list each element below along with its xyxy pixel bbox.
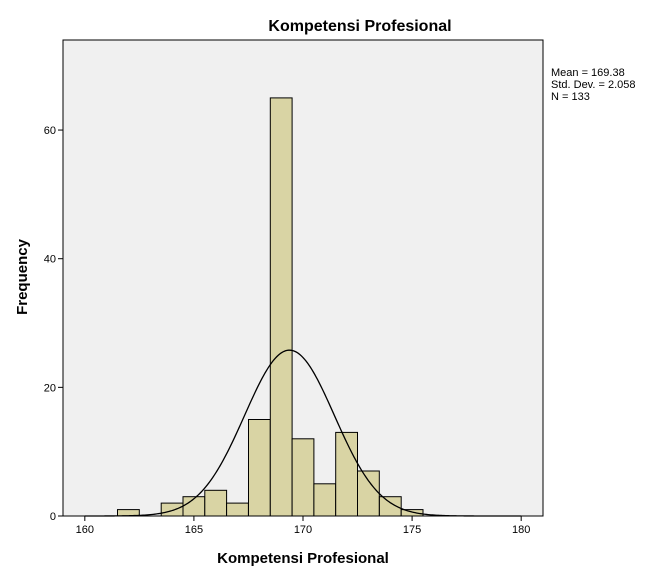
histogram-bar: [400, 509, 424, 517]
x-tick-label: 175: [403, 524, 421, 536]
y-axis-ticks: 0 20 40 60: [44, 125, 63, 523]
x-tick-label: 180: [512, 524, 530, 536]
plot-area: [63, 40, 543, 516]
chart-title: Kompetensi Profesional: [268, 18, 451, 35]
histogram-bar: [269, 97, 293, 517]
y-tick-label: 0: [50, 511, 56, 523]
x-axis-title: Kompetensi Profesional: [217, 550, 389, 566]
stat-std-dev: Std. Dev. = 2.058: [551, 79, 636, 91]
histogram-bar: [357, 470, 380, 517]
histogram-bar: [160, 502, 184, 517]
histogram-bar: [226, 502, 249, 517]
x-tick-label: 170: [294, 524, 312, 536]
histogram-bar: [335, 431, 359, 517]
x-axis-ticks: 160 165 170 175 180: [76, 516, 530, 536]
stats-box: Mean = 169.38 Std. Dev. = 2.058 N = 133: [551, 67, 636, 103]
stat-mean: Mean = 169.38: [551, 67, 625, 79]
y-axis-title: Frequency: [14, 238, 31, 315]
y-tick-label: 60: [44, 125, 56, 137]
y-tick-label: 40: [44, 254, 56, 266]
histogram-bar: [313, 483, 337, 517]
histogram-bar: [248, 419, 271, 517]
x-tick-label: 160: [76, 524, 94, 536]
x-tick-label: 165: [185, 524, 203, 536]
histogram-bar: [291, 438, 315, 517]
stat-n: N = 133: [551, 91, 590, 103]
histogram-bar: [204, 489, 228, 517]
y-tick-label: 20: [44, 382, 56, 394]
bars-group: [117, 97, 424, 517]
